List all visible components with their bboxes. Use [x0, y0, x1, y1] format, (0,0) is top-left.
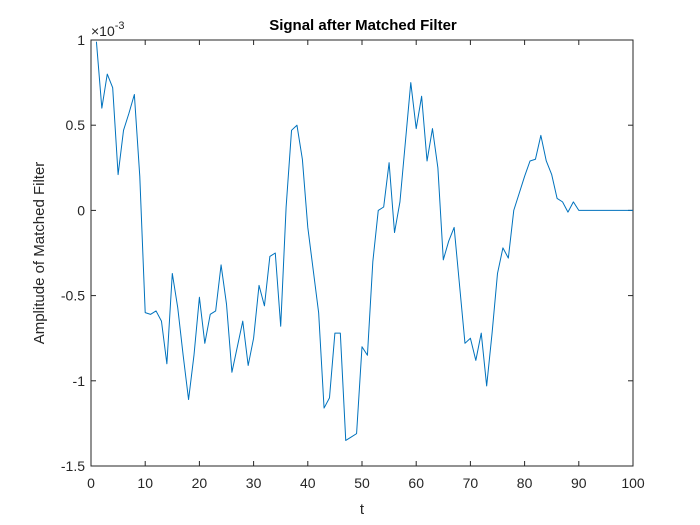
- y-tick-label: -1: [73, 373, 86, 389]
- y-axis-label: Amplitude of Matched Filter: [31, 162, 48, 345]
- y-tick-label: 1: [77, 32, 85, 48]
- x-tick-label: 70: [463, 475, 479, 491]
- y-exponent-label: ×10-3: [91, 20, 125, 39]
- x-tick-label: 40: [300, 475, 316, 491]
- x-tick-label: 60: [408, 475, 424, 491]
- x-axis-label: t: [360, 501, 365, 518]
- x-tick-label: 80: [517, 475, 533, 491]
- x-tick-label: 100: [621, 475, 645, 491]
- series-layer: [95, 41, 633, 441]
- x-tick-label: 20: [192, 475, 208, 491]
- y-tick-label: -1.5: [61, 458, 85, 474]
- y-exponent-base: ×10: [91, 23, 115, 39]
- y-tick-label: 0.5: [66, 117, 86, 133]
- chart-title: Signal after Matched Filter: [269, 17, 457, 34]
- plot-area: [90, 39, 634, 467]
- ticks-layer: [90, 39, 634, 467]
- x-tick-label: 90: [571, 475, 587, 491]
- x-tick-label: 0: [87, 475, 95, 491]
- x-tick-label: 10: [137, 475, 153, 491]
- tick-labels-layer: 0 10 20 30 40 50 60 70 80 90 100 1 0.5 0 -0.5 -1 -1.5: [61, 32, 645, 491]
- axes-box: [90, 39, 634, 467]
- x-tick-label: 30: [246, 475, 262, 491]
- y-tick-label: -0.5: [61, 288, 85, 304]
- series-line: [95, 41, 633, 441]
- y-tick-label: 0: [77, 202, 85, 218]
- y-exponent-power: -3: [115, 20, 125, 32]
- x-tick-label: 50: [354, 475, 370, 491]
